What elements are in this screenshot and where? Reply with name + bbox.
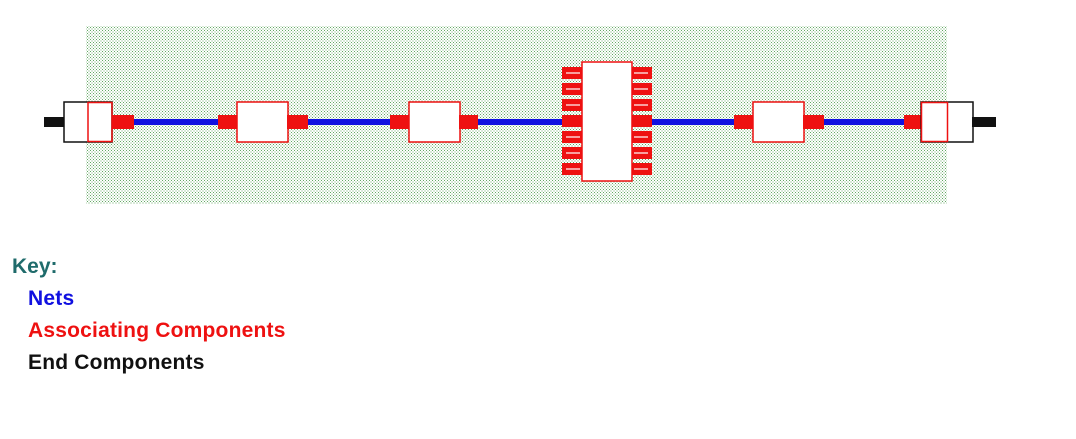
associating-component-4 bbox=[734, 101, 824, 143]
nets bbox=[134, 119, 904, 125]
signal-chain-diagram bbox=[44, 26, 996, 204]
end-terminal-right bbox=[972, 117, 996, 127]
legend-item-associating-components: Associating Components bbox=[28, 319, 286, 342]
end-component-left bbox=[44, 101, 134, 143]
net-5 bbox=[824, 119, 904, 125]
net-3 bbox=[478, 119, 562, 125]
end-terminal-left bbox=[44, 117, 66, 127]
end-component-right bbox=[904, 101, 996, 143]
pad-left-end bbox=[112, 115, 134, 129]
associating-component-1 bbox=[218, 101, 308, 143]
legend-item-end-components: End Components bbox=[28, 351, 205, 374]
ic-left-pins bbox=[562, 67, 582, 175]
net-4 bbox=[652, 119, 734, 125]
legend-title: Key: bbox=[12, 255, 58, 278]
pad-right-end bbox=[904, 115, 922, 129]
ic-body bbox=[581, 61, 633, 182]
associating-component-ic bbox=[562, 61, 652, 182]
net-2 bbox=[308, 119, 390, 125]
ic-right-pins bbox=[632, 67, 652, 175]
legend-item-nets: Nets bbox=[28, 287, 75, 310]
associating-component-2 bbox=[390, 101, 478, 143]
net-1 bbox=[134, 119, 218, 125]
